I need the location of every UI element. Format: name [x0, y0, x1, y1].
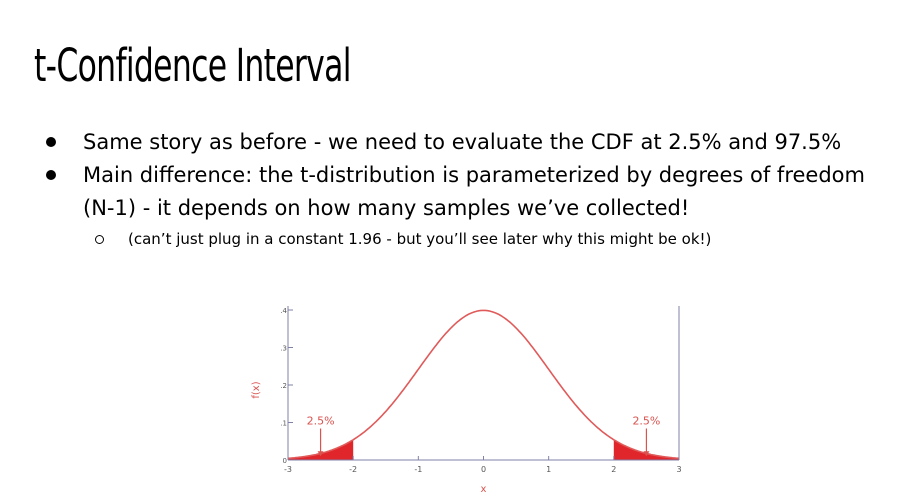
- bullet-text: Main difference: the t-distribution is p…: [83, 163, 865, 220]
- down-arrow-icon: [643, 451, 650, 457]
- x-tick-label: 3: [676, 465, 681, 474]
- sub-bullet-text: (can’t just plug in a constant 1.96 - bu…: [128, 230, 712, 248]
- sub-bullet-item: (can’t just plug in a constant 1.96 - bu…: [0, 227, 900, 251]
- left-tail-label: 2.5%: [307, 415, 335, 428]
- y-tick-label: 0: [283, 457, 287, 465]
- hollow-bullet-icon: [95, 235, 104, 244]
- slide-title: t-Confidence Interval: [34, 39, 351, 92]
- x-axis-label: x: [481, 484, 487, 495]
- down-arrow-icon: [317, 451, 324, 457]
- x-tick-label: 2: [611, 465, 616, 474]
- x-tick-label: -3: [284, 465, 292, 474]
- bullet-item: Main difference: the t-distribution is p…: [0, 159, 873, 225]
- y-tick-label: .2: [280, 382, 287, 390]
- x-tick-label: 1: [546, 465, 551, 474]
- bullet-list: Same story as before - we need to evalua…: [0, 126, 900, 251]
- y-tick-label: .3: [280, 345, 287, 353]
- bullet-text: Same story as before - we need to evalua…: [83, 130, 842, 154]
- density-curve: [287, 309, 680, 460]
- bullet-dot-icon: [46, 170, 56, 180]
- left-tail-area: [288, 439, 354, 460]
- bullet-dot-icon: [46, 137, 56, 147]
- right-tail-area: [613, 439, 679, 460]
- y-axis-label: f(x): [251, 381, 262, 398]
- x-tick-label: -1: [414, 465, 422, 474]
- x-tick-label: 0: [481, 465, 486, 474]
- y-tick-label: .1: [280, 420, 287, 428]
- tail-labels: 2.5% 2.5%: [307, 415, 660, 457]
- y-ticks: 0 .1 .2 .3 .4: [280, 307, 293, 465]
- t-distribution-chart: -3 -2 -1 0 1 2 3 0 .1 .2 .3 .4 2.5% 2.5% x f(x): [251, 306, 682, 495]
- tail-areas: [288, 439, 679, 460]
- y-tick-label: .4: [280, 307, 287, 315]
- bullet-item: Same story as before - we need to evalua…: [0, 126, 873, 159]
- x-tick-label: -2: [349, 465, 357, 474]
- right-tail-label: 2.5%: [632, 415, 660, 428]
- x-ticks: -3 -2 -1 0 1 2 3: [284, 456, 682, 474]
